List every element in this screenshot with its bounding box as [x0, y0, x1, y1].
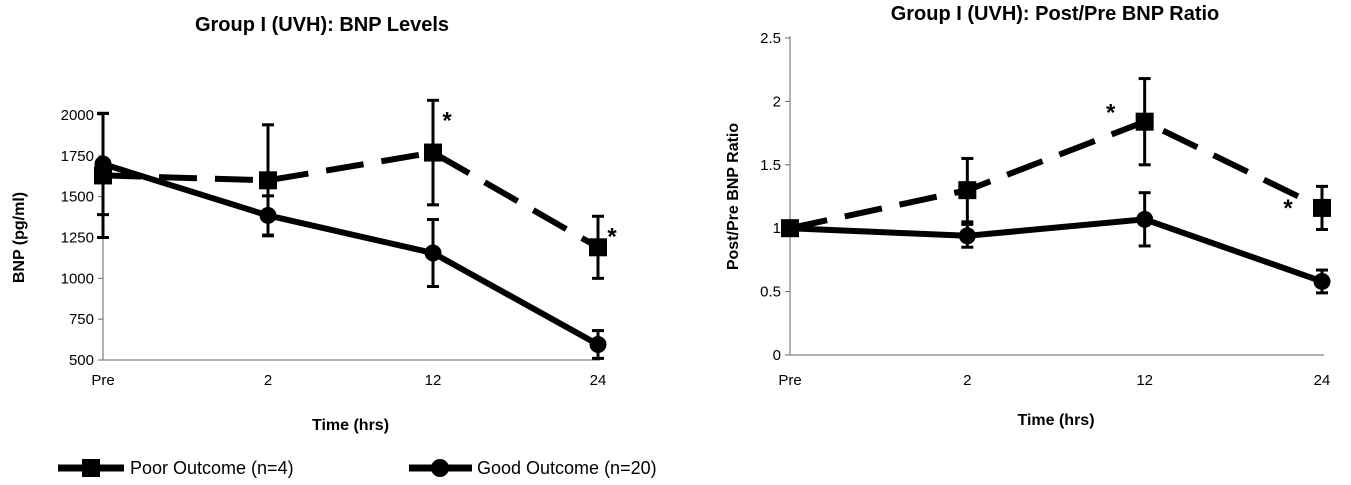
- x-axis-label: Time (hrs): [312, 417, 389, 434]
- x-tick-label: 12: [1136, 372, 1153, 389]
- poor-outcome-point: [424, 143, 442, 162]
- y-tick-label: 750: [69, 311, 94, 328]
- poor-outcome-point: [1135, 112, 1154, 131]
- x-tick-label: 24: [590, 372, 607, 389]
- x-axis-label: Time (hrs): [1017, 412, 1094, 429]
- legend-poor-marker: [82, 459, 100, 477]
- significance-star: *: [1283, 195, 1293, 222]
- good-outcome-point: [1313, 272, 1331, 290]
- y-tick-label: 2.5: [760, 30, 781, 47]
- good-outcome-point: [589, 335, 607, 353]
- good-outcome-line: [102, 161, 600, 348]
- bnp-ratio-chart: Group I (UVH): Post/Pre BNP Ratio 0 0.5 1 1.…: [725, 3, 1331, 429]
- y-tick-label: 0: [773, 347, 781, 364]
- legend-good-label: Good Outcome (n=20): [477, 458, 657, 478]
- x-tick-label: Pre: [91, 372, 114, 389]
- y-tick-label: 2000: [61, 107, 94, 124]
- good-outcome-line: [789, 216, 1323, 285]
- legend: Poor Outcome (n=4) Good Outcome (n=20): [58, 458, 657, 478]
- x-tick-label: 24: [1314, 372, 1331, 389]
- y-tick-label: 1.5: [760, 157, 781, 174]
- poor-outcome-line: [102, 149, 600, 250]
- y-tick-label: 1250: [61, 230, 94, 247]
- bnp-levels-chart: Group I (UVH): BNP Levels 500 750 1000 1250 1…: [11, 14, 617, 434]
- y-tick-label: 500: [69, 352, 94, 369]
- poor-outcome-point: [1313, 198, 1331, 217]
- x-tick-label: 2: [963, 372, 971, 389]
- good-outcome-point: [424, 244, 442, 262]
- good-outcome-point: [94, 155, 112, 173]
- y-tick-label: 2: [773, 93, 781, 110]
- legend-poor-label: Poor Outcome (n=4): [130, 458, 294, 478]
- y-tick-label: 1000: [61, 270, 94, 287]
- y-tick-label: 1750: [61, 148, 94, 165]
- significance-star: *: [1106, 100, 1116, 127]
- y-axis-label: Post/Pre BNP Ratio: [725, 123, 742, 271]
- chart-title: Group I (UVH): BNP Levels: [195, 14, 449, 36]
- y-axis-label: BNP (pg/ml): [11, 192, 28, 283]
- good-outcome-point: [259, 206, 277, 224]
- x-tick-label: Pre: [778, 372, 801, 389]
- poor-outcome-point: [259, 171, 277, 190]
- y-tick-label: 0.5: [760, 284, 781, 301]
- y-tick-label: 1500: [61, 189, 94, 206]
- good-outcome-point: [958, 227, 976, 245]
- poor-outcome-point: [589, 238, 607, 257]
- chart-title: Group I (UVH): Post/Pre BNP Ratio: [891, 3, 1220, 25]
- significance-star: *: [442, 107, 452, 134]
- legend-good-marker: [431, 459, 449, 477]
- x-tick-label: 2: [264, 372, 272, 389]
- significance-star: *: [607, 223, 617, 250]
- y-tick-label: 1: [773, 220, 781, 237]
- good-outcome-point: [781, 219, 799, 237]
- poor-outcome-point: [958, 181, 977, 200]
- poor-outcome-line: [789, 118, 1324, 232]
- good-outcome-point: [1136, 210, 1154, 228]
- x-tick-label: 12: [425, 372, 442, 389]
